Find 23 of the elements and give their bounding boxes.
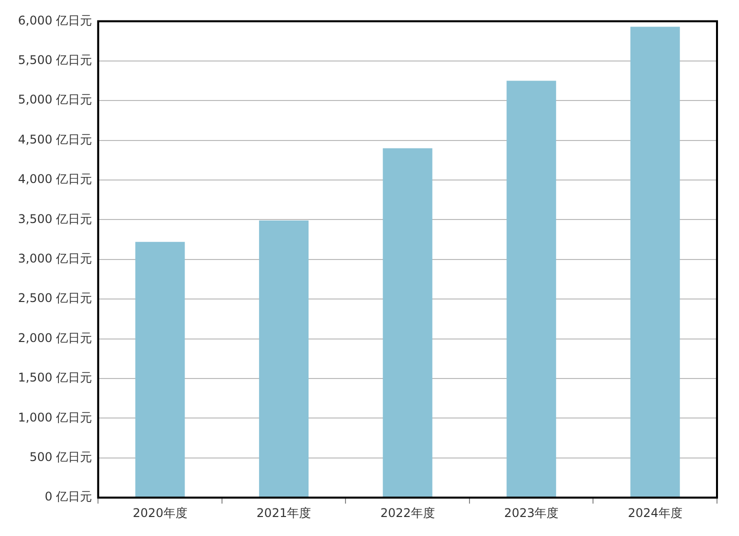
x-tick-label: 2022年度 (380, 506, 435, 520)
y-tick-label: 4,500 亿日元 (18, 132, 92, 146)
x-tick-label: 2021年度 (256, 506, 312, 520)
y-tick-label: 5,000 亿日元 (18, 92, 92, 107)
y-tick-label: 1,500 亿日元 (18, 370, 92, 385)
x-tick-label: 2020年度 (132, 506, 188, 520)
y-tick-label: 2,000 亿日元 (18, 330, 92, 345)
bar (135, 242, 185, 498)
y-tick-label: 5,500 亿日元 (18, 53, 92, 68)
bar (382, 148, 432, 498)
x-tick-label: 2024年度 (628, 506, 682, 520)
y-tick-label: 3,500 亿日元 (18, 212, 92, 226)
y-tick-label: 6,000 亿日元 (18, 13, 92, 28)
y-tick-label: 2,500 亿日元 (18, 291, 92, 306)
y-tick-label: 0 亿日元 (44, 490, 92, 504)
x-tick-label: 2023年度 (504, 506, 559, 520)
y-tick-label: 1,000 亿日元 (18, 410, 92, 424)
y-tick-label: 4,000 亿日元 (18, 172, 92, 186)
y-tick-label: 3,000 亿日元 (18, 252, 92, 266)
bar (259, 220, 309, 498)
y-tick-label: 500 亿日元 (29, 450, 92, 464)
bar (506, 80, 556, 498)
bar (630, 26, 680, 498)
